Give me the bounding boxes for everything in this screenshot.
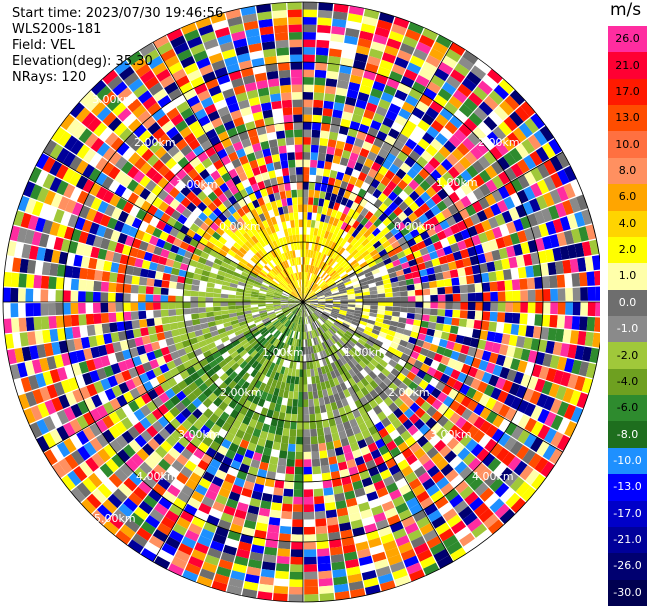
field-label: Field: VEL [12, 38, 75, 53]
colorbar-tick-label: 21.0 [615, 58, 640, 72]
colorbar-swatch [608, 105, 647, 132]
range-ring-label: 2.00km [220, 386, 262, 399]
range-ring-label: 0.00km [219, 220, 261, 233]
colorbar-tick-label: 1.0 [618, 269, 637, 283]
azimuth-spoke [152, 301, 304, 562]
colorbar-swatch [608, 316, 647, 343]
range-ring-label: 3.00km [92, 93, 134, 106]
range-ring-label: 1.00km [176, 178, 218, 191]
colorbar-tick-label: -10.0 [613, 454, 642, 467]
range-ring-label: 2.00km [388, 386, 430, 399]
colorbar-swatch [608, 395, 647, 422]
colorbar-tick-label: -6.0 [616, 401, 639, 415]
colorbar-swatch [608, 447, 647, 475]
colorbar-tick-label: 13.0 [615, 111, 640, 125]
range-ring-label: 1.00km [436, 176, 478, 189]
colorbar-swatch [608, 184, 647, 212]
colorbar-tick-label: -4.0 [616, 374, 639, 388]
colorbar-swatch [608, 263, 647, 291]
range-ring-label: 3.00km [178, 428, 220, 441]
colorbar-tick-label: -21.0 [613, 533, 642, 547]
colorbar-swatch [608, 26, 647, 53]
colorbar-tick-label: 26.0 [615, 32, 640, 46]
azimuth-spoke [42, 301, 304, 453]
colorbar-tick-label: 0.0 [618, 295, 637, 309]
velocity-colorbar: 26.0 21.0 17.0 13.0 10.0 8.0 6.0 4.0 2.0 1.0 0.0 -1… [608, 26, 647, 607]
azimuth-spoke [302, 301, 563, 453]
colorbar-tick-label: -2.0 [616, 348, 639, 362]
colorbar-swatch [608, 210, 647, 238]
colorbar-tick-label: -17.0 [613, 506, 642, 520]
azimuth-spoke [302, 301, 454, 562]
range-ring-label: 1.00km [262, 346, 304, 359]
colorbar-unit: m/s [610, 0, 642, 20]
colorbar-tick-label: -1.0 [616, 322, 639, 336]
colorbar-swatch [608, 289, 647, 317]
azimuth-spoke [152, 41, 304, 303]
colorbar-swatch [608, 368, 647, 396]
colorbar-tick-label: -26.0 [613, 559, 642, 573]
colorbar-swatch [608, 131, 647, 159]
range-ring-label: 1.00km [344, 346, 386, 359]
colorbar-swatch [608, 421, 647, 449]
colorbar-swatch [608, 553, 647, 581]
colorbar-swatch [608, 342, 647, 370]
range-ring-label: 0.00km [394, 220, 436, 233]
colorbar-tick-label: 4.0 [618, 216, 637, 230]
colorbar-tick-label: -8.0 [616, 427, 639, 441]
colorbar-tick-label: 10.0 [615, 137, 640, 151]
range-ring-label: 4.00km [472, 470, 514, 483]
range-ring-label: 4.00km [136, 470, 178, 483]
colorbar-swatch [608, 526, 647, 554]
azimuth-spoke [302, 41, 454, 303]
azimuth-spoke [302, 151, 563, 303]
range-ring-label: 2.00km [478, 136, 520, 149]
range-ring-label: 2.00km [134, 136, 176, 149]
elevation-label: Elevation(deg): 35.30 [12, 54, 153, 69]
ppi-radar-plot: 3.00km 2.00km 1.00km 0.00km 2.00km 1.00km 0.00… [2, 1, 600, 603]
nrays-label: NRays: 120 [12, 70, 87, 85]
colorbar-swatch [608, 579, 647, 607]
radar-gates [2, 1, 600, 603]
start-time-label: Start time: 2023/07/30 19:46:56 [12, 6, 224, 21]
colorbar-tick-label: 2.0 [618, 243, 637, 257]
colorbar-tick-label: -13.0 [613, 480, 642, 494]
instrument-label: WLS200s-181 [12, 22, 102, 37]
colorbar-swatch [608, 500, 647, 528]
colorbar-swatch [608, 236, 647, 264]
colorbar-tick-label: 8.0 [618, 164, 637, 177]
range-ring-label: 3.00km [430, 428, 472, 441]
azimuth-spoke [42, 151, 304, 303]
range-ring-label: 5.00km [94, 512, 136, 525]
colorbar-swatch [608, 157, 647, 185]
colorbar-tick-label: -30.0 [613, 585, 642, 599]
colorbar-tick-label: 17.0 [615, 84, 640, 98]
colorbar-tick-label: 6.0 [618, 190, 637, 204]
colorbar-swatch [608, 52, 647, 80]
colorbar-swatch [608, 78, 647, 106]
colorbar-swatch [608, 474, 647, 502]
